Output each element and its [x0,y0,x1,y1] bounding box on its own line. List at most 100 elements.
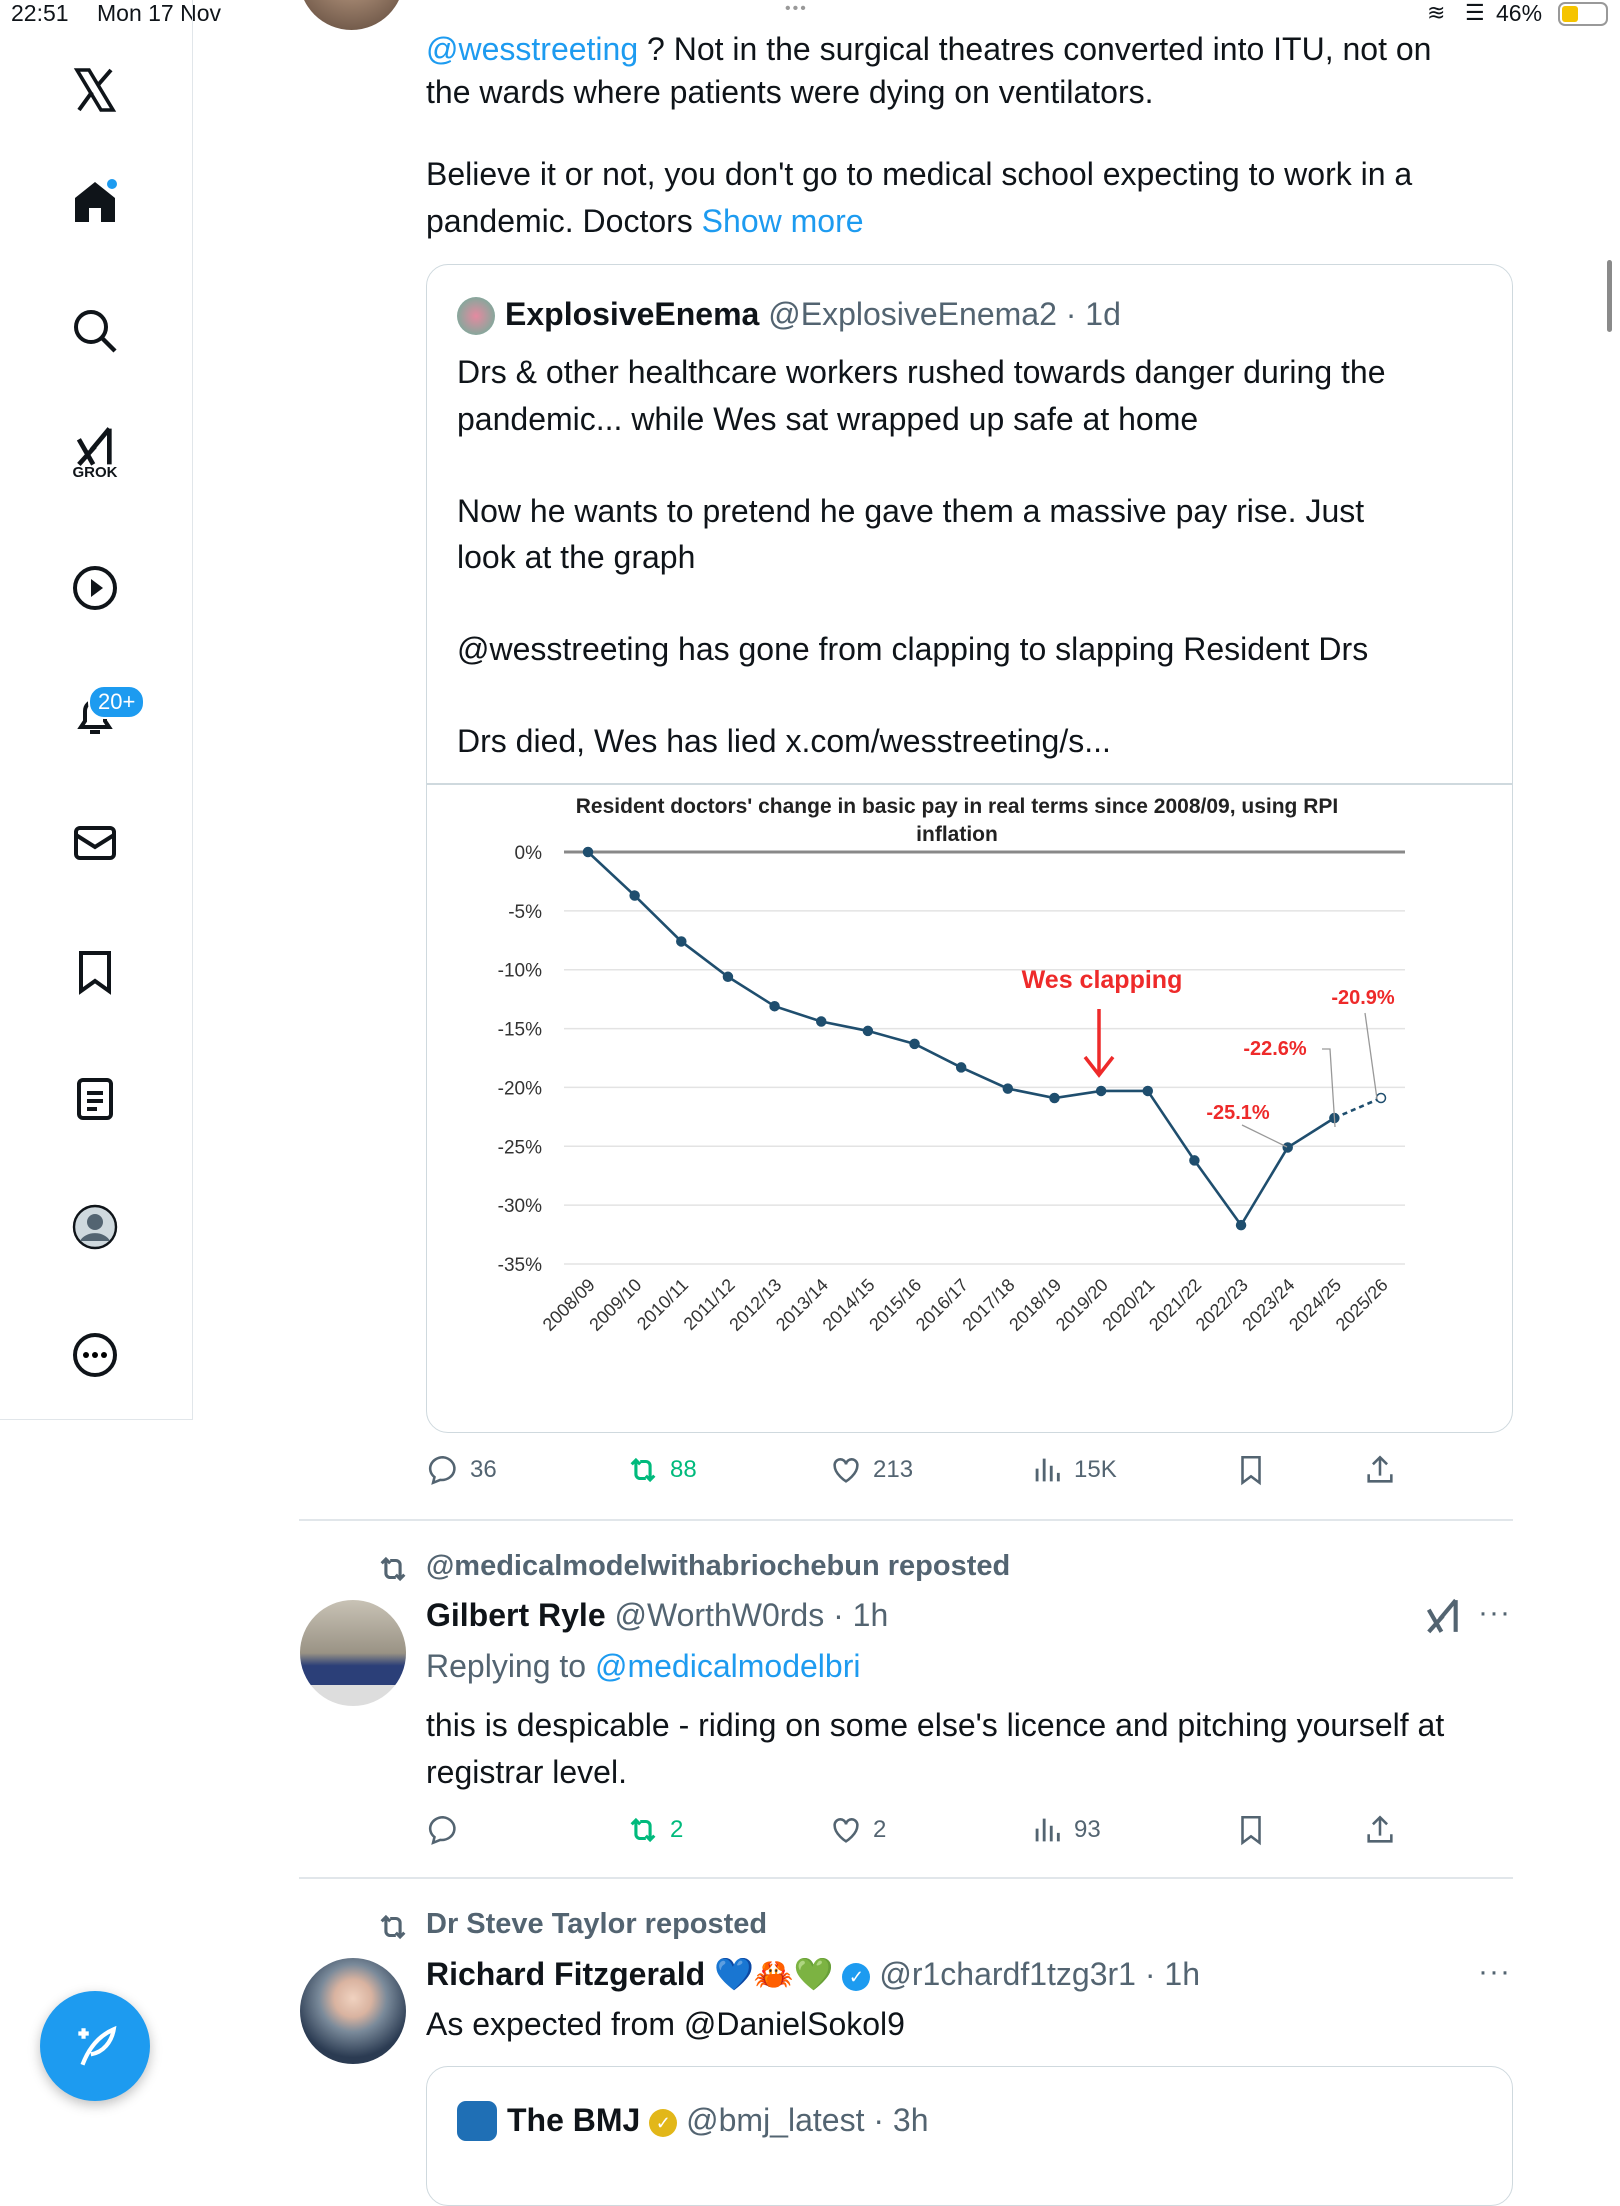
views-icon [1035,1458,1060,1482]
y-tick-label: -10% [498,961,542,982]
x-tick-label: 2009/10 [585,1275,645,1335]
gold-verified-badge-icon: ✓ [649,2108,678,2137]
chart-image-border [427,783,1512,785]
share-icon [1367,1815,1393,1843]
bookmark-icon [1241,1815,1261,1846]
bookmark-button[interactable] [1234,1450,1268,1490]
list-status-icon: ☰ [1465,0,1485,25]
sidebar-item-video[interactable] [67,560,123,616]
sidebar-item-more[interactable] [67,1327,123,1383]
compose-post-button[interactable] [40,1991,150,2101]
views-button[interactable]: 93 [1030,1810,1101,1850]
tweet-text-line: registrar level. [426,1754,627,1790]
data-point [815,1016,827,1027]
like-button[interactable]: 2 [829,1810,886,1850]
author-handle[interactable]: @WorthW0rds [614,1597,825,1633]
richard-fitzgerald-avatar[interactable] [300,1958,406,2064]
data-point [1282,1142,1293,1153]
tweet-text-line: the wards where patients were dying on v… [426,74,1154,110]
annotation-arrow [1083,1009,1115,1078]
repost-attribution[interactable]: Dr Steve Taylor reposted [426,1908,768,1940]
data-point [722,971,734,983]
annotation-20-9: -20.9% [1331,987,1395,1009]
replying-to-link[interactable]: @medicalmodelbri [594,1648,861,1684]
quote-text-line: Now he wants to pretend he gave them a m… [457,493,1365,529]
chart-title-line1: Resident doctors' change in basic pay in… [576,795,1338,818]
author-name[interactable]: Gilbert Ryle [426,1597,606,1633]
profile-icon [72,1204,118,1250]
grok-icon[interactable] [1424,1596,1462,1636]
quote-avatar [457,297,495,335]
repost-button[interactable]: 2 [626,1810,683,1850]
tweet2-actions: 2 2 93 [426,1810,1426,1850]
pay-chart-image[interactable]: Resident doctors' change in basic pay in… [427,783,1513,1433]
share-button[interactable] [1363,1810,1397,1850]
reply-button[interactable] [426,1810,460,1850]
quoted-tweet-card[interactable]: The BMJ ✓ @bmj_latest · 3h [426,2066,1513,2206]
x-tick-label: 2025/26 [1332,1275,1392,1335]
sidebar-item-grok[interactable]: GROK [67,425,123,481]
y-tick-label: -30% [498,1196,542,1217]
status-date: Mon 17 Nov [97,0,222,26]
annotation-22-6: -22.6% [1243,1038,1307,1060]
views-button[interactable]: 15K [1030,1450,1117,1490]
quoted-tweet-card[interactable]: ExplosiveEnema @ExplosiveEnema2 · 1d Drs… [426,264,1513,1433]
views-icon [1035,1818,1060,1842]
show-more-link[interactable]: Show more [701,203,864,239]
multitask-dots-icon[interactable]: ••• [785,0,808,17]
more-options-icon[interactable]: ··· [1478,1955,1511,1988]
x-tick-label: 2010/11 [633,1275,692,1334]
repost-button[interactable]: 88 [626,1450,697,1490]
sidebar-item-lists[interactable] [67,1071,123,1127]
tweet-divider [299,1519,1513,1521]
x-logo-icon[interactable] [67,62,123,118]
data-point [1142,1085,1154,1097]
annotation-leader-lines [1241,1012,1378,1148]
tweet1-actions: 36 88 213 15K [426,1450,1426,1490]
share-button[interactable] [1363,1450,1397,1490]
notifications-badge: 20+ [88,685,146,719]
status-time: 22:51 [11,0,69,26]
bookmark-button[interactable] [1234,1810,1268,1850]
post-time: · 1h [833,1597,889,1633]
data-point [1375,1092,1387,1104]
data-point [1002,1083,1014,1094]
reply-icon [428,1815,456,1845]
projected-line [1333,1096,1382,1120]
data-point [909,1038,920,1050]
quote-handle: @bmj_latest [686,2102,865,2138]
tweet-text-line: As expected from @DanielSokol9 [426,2006,905,2042]
data-point [862,1025,874,1037]
author-avatar[interactable] [299,0,404,30]
repost-attribution[interactable]: @medicalmodelwithabriochebun reposted [426,1550,1011,1582]
tweet-text-line: @wesstreeting ? Not in the surgical thea… [426,31,1432,67]
reply-button[interactable]: 36 [426,1450,497,1490]
data-point [676,936,687,947]
list-icon [77,1078,113,1120]
author-handle[interactable]: @r1chardf1tzg3r1 [879,1956,1136,1992]
like-button[interactable]: 213 [829,1450,913,1490]
sidebar-item-search[interactable] [67,303,123,359]
annotation-wes-clapping: Wes clapping [1022,966,1183,994]
data-point [1095,1085,1107,1097]
bookmark-icon [79,951,111,995]
sidebar-item-home[interactable] [67,174,123,230]
mention-link[interactable]: @wesstreeting [426,31,639,67]
play-icon [73,566,117,610]
scrollbar-thumb[interactable] [1607,260,1612,332]
sidebar-divider [192,0,193,1420]
battery-percent: 46% [1496,0,1543,26]
chart-title-line2: inflation [916,823,998,846]
more-options-icon[interactable]: ··· [1478,1596,1511,1629]
repost-icon [630,1817,656,1843]
sidebar-item-bookmarks[interactable] [67,944,123,1000]
quote-text-line: Drs died, Wes has lied x.com/wesstreetin… [457,723,1111,759]
sidebar-item-profile[interactable] [67,1199,123,1255]
data-point [629,890,640,901]
sidebar-item-messages[interactable] [67,815,123,871]
grok-label: GROK [72,464,118,481]
author-name[interactable]: Richard Fitzgerald [426,1956,706,1992]
gilbert-ryle-avatar[interactable] [300,1600,406,1706]
y-tick-label: -15% [498,1020,542,1041]
series-line [587,851,1336,1228]
